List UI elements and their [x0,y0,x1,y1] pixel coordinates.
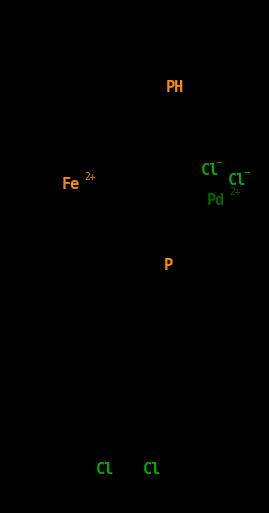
Text: 2+: 2+ [84,172,96,182]
Text: Pd: Pd [207,192,225,208]
Text: −: − [216,157,222,168]
Text: P: P [164,258,173,273]
Text: Cl: Cl [95,462,114,477]
Text: Cl: Cl [200,163,219,178]
Text: Cl: Cl [228,173,246,188]
Text: Cl: Cl [143,462,161,477]
Text: Fe: Fe [62,177,80,192]
Text: 2+: 2+ [229,187,241,198]
Text: −: − [243,168,250,178]
Text: PH: PH [165,80,184,95]
